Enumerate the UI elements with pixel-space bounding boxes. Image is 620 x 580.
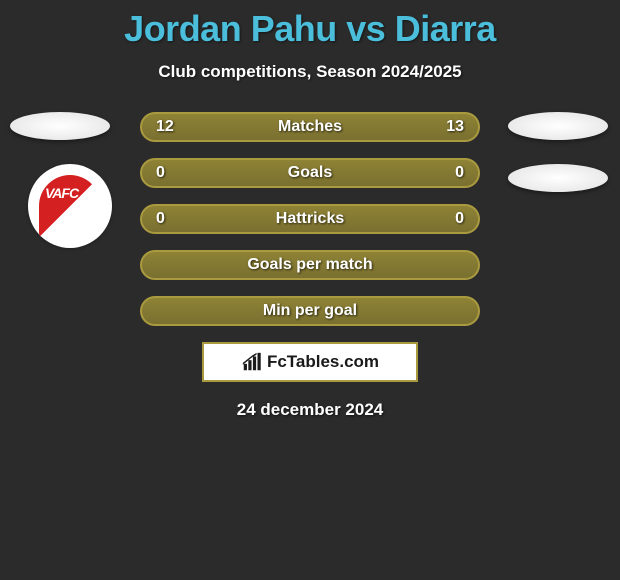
stat-row-goals-per-match: Goals per match [140,250,480,280]
vafc-shield-icon: VAFC [39,175,101,237]
stat-left-value: 12 [156,118,174,136]
brand-text: FcTables.com [267,352,379,372]
brand-footer: FcTables.com [202,342,418,382]
date-text: 24 december 2024 [0,400,620,420]
page-title: Jordan Pahu vs Diarra [0,0,620,50]
stat-label: Hattricks [276,210,344,228]
club-right-badge [508,164,608,192]
stat-left-value: 0 [156,210,165,228]
stat-label: Min per goal [263,302,357,320]
stat-label: Goals per match [247,256,372,274]
stat-row-hattricks: 0 Hattricks 0 [140,204,480,234]
stat-right-value: 0 [455,210,464,228]
club-logo-text: VAFC [45,185,78,201]
club-left-logo: VAFC [28,164,112,248]
subtitle: Club competitions, Season 2024/2025 [0,62,620,82]
stat-label: Goals [288,164,332,182]
stat-row-min-per-goal: Min per goal [140,296,480,326]
bar-chart-icon [241,351,263,373]
stat-left-value: 0 [156,164,165,182]
stat-right-value: 0 [455,164,464,182]
comparison-content: VAFC 12 Matches 13 0 Goals 0 0 Hattricks… [0,112,620,420]
stat-row-matches: 12 Matches 13 [140,112,480,142]
player-right-badge [508,112,608,140]
stat-right-value: 13 [446,118,464,136]
stat-label: Matches [278,118,342,136]
stat-row-goals: 0 Goals 0 [140,158,480,188]
player-left-badge [10,112,110,140]
